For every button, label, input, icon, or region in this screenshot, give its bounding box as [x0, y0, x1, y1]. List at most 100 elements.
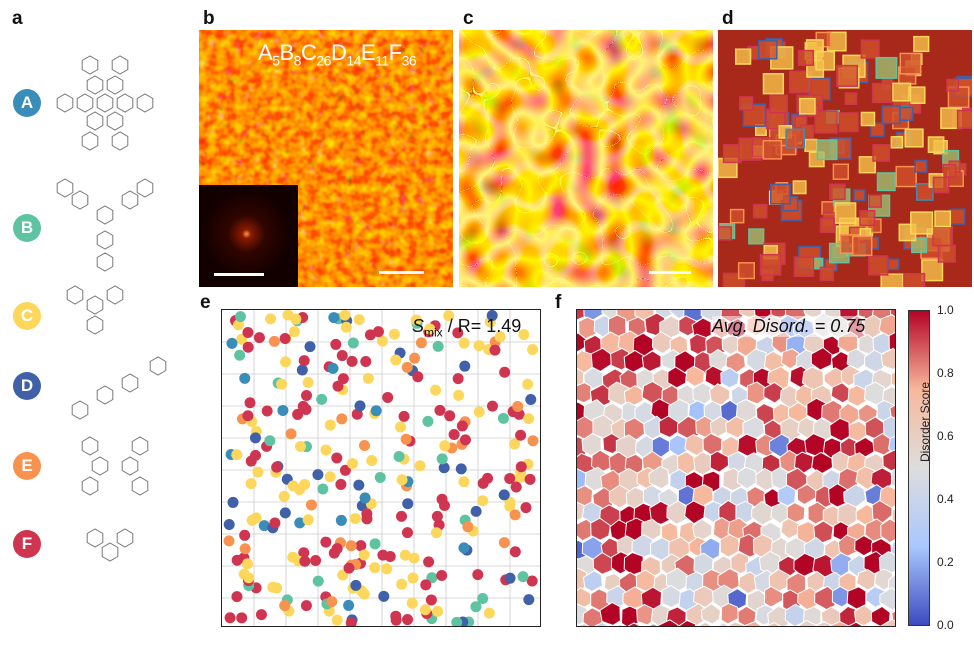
ring	[121, 190, 139, 210]
molecule-point	[390, 354, 402, 366]
molecule-point	[517, 571, 529, 583]
molecule-point	[345, 540, 357, 552]
molecule-point	[419, 604, 431, 616]
detection-box	[937, 244, 956, 263]
ring	[111, 131, 129, 151]
molecule-point	[339, 310, 351, 321]
molecule-point	[470, 505, 482, 517]
molecule-point	[300, 389, 312, 401]
molecule-point	[415, 337, 427, 349]
molecule-point	[498, 537, 510, 549]
ring	[121, 456, 139, 476]
voronoi-cell	[581, 433, 602, 457]
detection-box	[876, 172, 896, 192]
molecule-point	[271, 582, 283, 594]
detection-box	[762, 140, 783, 160]
detection-box	[737, 262, 755, 280]
detection-box	[860, 39, 880, 59]
molecule-point	[390, 610, 402, 622]
molecule-point	[515, 429, 527, 441]
molecule-point	[398, 410, 410, 422]
molecule-point	[473, 340, 485, 352]
voronoi-cell	[719, 534, 741, 558]
detection-box	[956, 109, 972, 129]
molecule-point	[522, 378, 534, 390]
molecule-point	[353, 314, 365, 326]
molecule-point	[489, 344, 501, 356]
ring	[86, 111, 104, 131]
detection-box	[870, 122, 885, 137]
voronoi-cell	[830, 620, 849, 626]
voronoi-cell	[815, 620, 834, 626]
molecule-point	[279, 600, 291, 612]
molecule-point	[509, 509, 521, 521]
molecule-point	[483, 607, 495, 619]
colorbar-tick: 0.0	[937, 618, 954, 632]
molecule-point	[504, 500, 516, 512]
molecule-point	[477, 495, 489, 507]
molecule-point	[258, 520, 270, 532]
detection-box	[819, 266, 835, 282]
molecule-point	[261, 405, 273, 417]
detection-box	[946, 78, 960, 92]
detection-box	[718, 226, 732, 241]
molecule-point	[459, 360, 471, 372]
detection-box	[892, 82, 912, 102]
ring	[96, 252, 114, 272]
molecule-point	[444, 410, 456, 422]
voronoi-cell	[677, 619, 697, 626]
molecule-point	[520, 502, 532, 514]
molecule-point	[349, 513, 361, 525]
molecule-point	[361, 513, 373, 525]
detection-box	[887, 258, 900, 271]
molecule-point	[360, 355, 372, 367]
molecule-point	[300, 600, 312, 612]
detection-box	[816, 139, 838, 161]
molecule-point	[234, 349, 246, 361]
molecule-point	[331, 452, 343, 464]
ring	[86, 75, 104, 95]
molecule-point	[515, 461, 527, 473]
molecule-point	[510, 481, 522, 493]
detection-box	[762, 73, 785, 95]
molecule-point	[438, 462, 450, 474]
molecule-point	[414, 460, 426, 472]
molecule-point	[236, 612, 248, 624]
molecule-point	[295, 441, 307, 453]
detection-image-d	[718, 30, 972, 287]
molecule-structures	[56, 55, 167, 562]
voronoi-cell	[891, 508, 895, 523]
voronoi-cell	[735, 500, 753, 524]
voronoi-cell	[847, 384, 867, 407]
molecule-point	[396, 474, 408, 486]
molecule-point	[316, 393, 328, 405]
molecule-point	[524, 473, 536, 485]
avg-disorder-label: Avg. Disord. = 0.75	[712, 316, 866, 337]
voronoi-cell	[658, 415, 679, 438]
molecule-point	[231, 449, 243, 461]
molecule-point	[448, 429, 460, 441]
molecule-point	[412, 371, 424, 383]
molecule-point	[271, 461, 283, 473]
molecule-point	[395, 421, 407, 433]
molecule-point	[378, 590, 390, 602]
molecule-point	[358, 549, 370, 561]
molecule-point	[374, 471, 386, 483]
detection-box	[875, 56, 898, 79]
molecule-point	[377, 549, 389, 561]
ring	[131, 436, 149, 456]
ring	[96, 385, 114, 405]
voronoi-cell	[590, 517, 611, 541]
colorbar-tick: 0.4	[937, 492, 954, 506]
molecule-badge-d: D	[13, 372, 41, 400]
voronoi-cell	[614, 623, 625, 626]
detection-box	[934, 210, 952, 228]
molecule-point	[430, 527, 442, 539]
molecule-badge-f: F	[13, 530, 41, 558]
ring	[96, 205, 114, 225]
detection-box	[904, 128, 924, 148]
detection-box	[860, 111, 876, 127]
molecule-point	[494, 331, 506, 343]
molecule-point	[407, 572, 419, 584]
molecule-point	[231, 554, 243, 566]
